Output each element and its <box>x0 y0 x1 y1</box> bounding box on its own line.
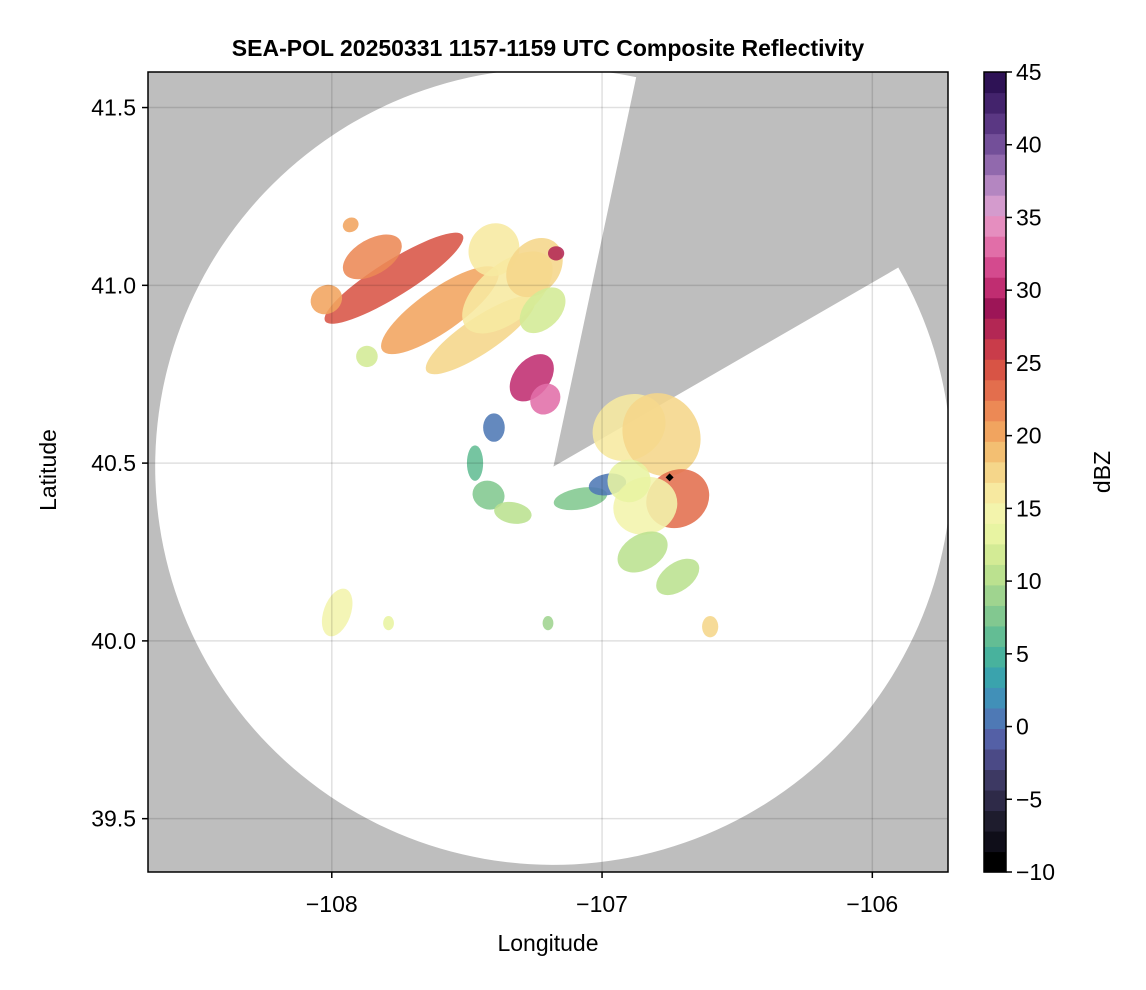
y-tick-label: 39.5 <box>91 806 136 832</box>
colorbar-segment <box>984 769 1006 791</box>
colorbar-segment <box>984 277 1006 299</box>
colorbar-segment <box>984 195 1006 217</box>
echo-cell <box>483 413 505 442</box>
colorbar-segment <box>984 174 1006 196</box>
y-tick-label: 41.0 <box>91 272 136 298</box>
colorbar-tick-label: 5 <box>1016 641 1029 667</box>
colorbar-tick-label: −5 <box>1016 786 1042 812</box>
colorbar-segment <box>984 687 1006 709</box>
colorbar-tick-label: 30 <box>1016 277 1042 303</box>
colorbar-segment <box>984 605 1006 627</box>
plot-frame <box>147 71 949 873</box>
colorbar-segment <box>984 297 1006 319</box>
echo-cell <box>468 223 520 277</box>
colorbar-segment <box>984 72 1006 94</box>
colorbar-segment <box>984 113 1006 135</box>
echo-cell <box>342 217 359 233</box>
colorbar-segment <box>984 748 1006 771</box>
echo-cell <box>472 480 505 510</box>
colorbar-segment <box>984 215 1006 237</box>
colorbar-segment <box>984 502 1006 524</box>
colorbar-segment <box>984 810 1006 832</box>
colorbar-tick-label: −10 <box>1016 859 1055 885</box>
colorbar-segment <box>984 400 1006 422</box>
colorbar-segment <box>984 625 1006 647</box>
colorbar-segment <box>984 256 1006 278</box>
colorbar-segment <box>984 584 1006 606</box>
colorbar-tick-label: 45 <box>1016 59 1042 85</box>
echo-cell <box>622 393 701 477</box>
colorbar-segment <box>984 728 1006 750</box>
x-tick-label: −106 <box>846 891 898 917</box>
echo-cell <box>548 246 565 261</box>
colorbar-segment <box>984 359 1006 381</box>
colorbar-segment <box>984 851 1006 873</box>
x-axis-label: Longitude <box>497 930 598 956</box>
echo-cell <box>617 531 668 573</box>
y-tick-label: 41.5 <box>91 95 136 121</box>
colorbar-tick-label: 20 <box>1016 423 1042 449</box>
echo-cell <box>702 616 719 638</box>
echo-cell <box>342 234 402 280</box>
colorbar-segment <box>984 789 1006 812</box>
x-tick-label: −108 <box>306 891 358 917</box>
marker-diamond <box>665 473 674 482</box>
colorbar-segment <box>984 707 1006 730</box>
echo-cell <box>466 445 484 481</box>
colorbar-tick-label: 10 <box>1016 568 1042 594</box>
echo-cell <box>530 383 561 415</box>
grid-lines <box>148 72 948 872</box>
x-axis: −108 −107 −106 <box>306 872 898 917</box>
colorbar-segment <box>984 482 1006 504</box>
echo-cell <box>381 266 499 355</box>
echo-cell <box>519 287 566 334</box>
colorbar-segment <box>984 830 1006 853</box>
echo-cell <box>607 459 651 503</box>
y-axis: 39.5 40.0 40.5 41.0 41.5 <box>91 95 148 832</box>
colorbar-segment <box>984 133 1006 155</box>
colorbar-tick-label: 0 <box>1016 714 1029 740</box>
colorbar-tick-label: 35 <box>1016 204 1042 230</box>
echo-cell <box>542 616 554 631</box>
colorbar-segment <box>984 379 1006 401</box>
colorbar-segment <box>984 461 1006 483</box>
echo-cell <box>356 345 378 368</box>
echo-cell <box>656 558 700 596</box>
colorbar-tick-label: 40 <box>1016 132 1042 158</box>
colorbar-segment <box>984 543 1006 565</box>
echo-cell <box>494 501 532 524</box>
y-tick-label: 40.5 <box>91 450 136 476</box>
y-tick-label: 40.0 <box>91 628 136 654</box>
colorbar-segment <box>984 646 1006 668</box>
colorbar-segment <box>984 666 1006 688</box>
colorbar-segment <box>984 318 1006 340</box>
colorbar: −10 −5 0 5 10 15 20 25 30 35 40 45 <box>983 59 1055 885</box>
plot-area <box>155 72 948 865</box>
colorbar-segment <box>984 523 1006 545</box>
y-axis-label: Latitude <box>35 429 61 511</box>
colorbar-segment <box>984 236 1006 258</box>
colorbar-segment <box>984 92 1006 114</box>
colorbar-frame <box>983 71 1007 873</box>
echo-cell <box>321 588 353 637</box>
echo-cell <box>324 232 464 324</box>
chart-title: SEA-POL 20250331 1157-1159 UTC Composite… <box>232 35 865 61</box>
colorbar-segment <box>984 420 1006 442</box>
x-tick-label: −107 <box>576 891 628 917</box>
echo-cell <box>383 616 394 631</box>
echo-cell <box>310 284 343 315</box>
colorbar-segment <box>984 338 1006 360</box>
colorbar-label: dBZ <box>1089 451 1115 493</box>
colorbar-segment <box>984 154 1006 176</box>
colorbar-segment <box>984 564 1006 586</box>
colorbar-segment <box>984 441 1006 463</box>
colorbar-tick-label: 15 <box>1016 495 1042 521</box>
colorbar-tick-label: 25 <box>1016 350 1042 376</box>
